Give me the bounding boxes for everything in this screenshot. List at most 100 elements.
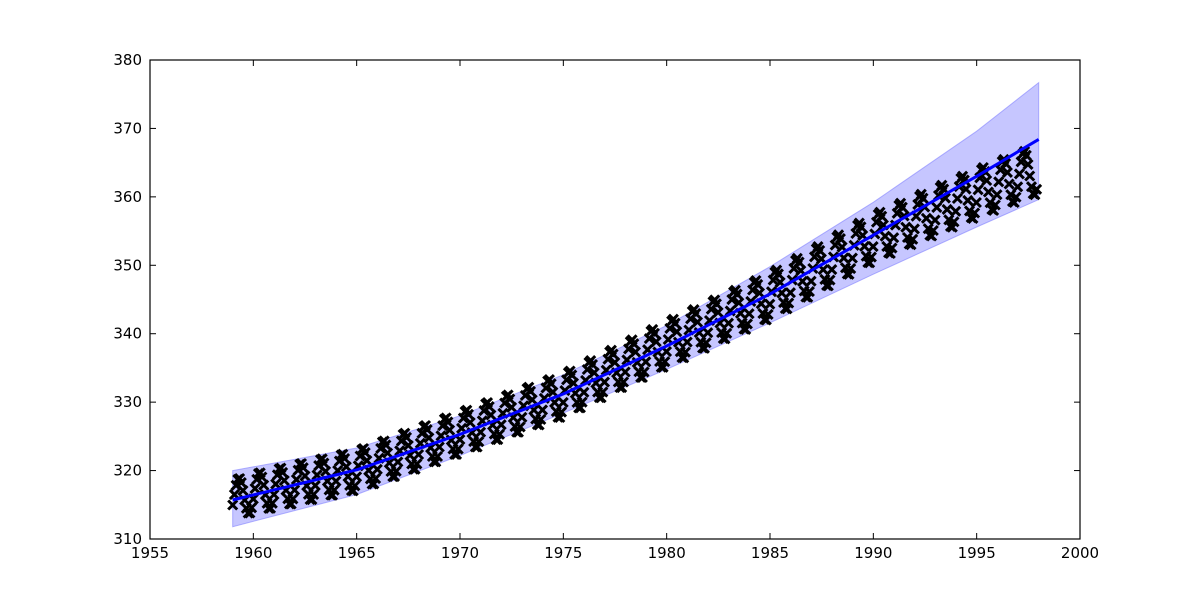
data-point [299,470,311,482]
data-point [442,416,454,428]
data-point [824,274,836,286]
fit-line-layer [232,138,1040,502]
data-point [1003,178,1015,190]
data-point [402,439,414,451]
data-point [619,366,631,378]
data-point [340,461,352,473]
data-point [586,358,599,371]
x-axis-ticks: 1955 1960 1965 1970 1975 1980 1985 1990 1995 2000 [131,60,1099,562]
data-point [731,288,743,300]
y-tick-label: 350 [113,256,142,274]
data-point [444,424,456,436]
data-point [783,297,795,309]
data-point [390,465,402,477]
data-point [607,348,619,360]
data-point [423,432,435,444]
data-point [567,377,580,389]
data-point [962,194,974,206]
data-point [516,411,528,423]
data-point [888,232,900,244]
data-point [297,462,309,474]
data-point [506,401,518,413]
data-point [452,443,464,455]
y-tick-label: 340 [113,325,142,343]
x-tick-label: 1975 [544,544,582,562]
data-point [969,207,981,219]
data-point [1022,158,1034,170]
data-point [359,447,371,459]
y-tick-label: 330 [113,393,142,411]
data-point [237,484,249,497]
data-point [270,478,282,490]
data-point [960,183,972,195]
data-point [900,221,912,233]
data-point [972,184,984,196]
data-point [982,186,994,198]
data-point [351,471,363,483]
x-tick-label: 1995 [958,544,996,562]
data-point [318,457,330,469]
data-point [855,221,867,233]
data-point [691,316,704,328]
data-point [1001,166,1013,178]
data-point [555,406,568,418]
data-point [576,396,588,408]
data-point [764,298,776,310]
data-point [941,203,953,215]
data-point [1012,181,1024,193]
data-point [421,424,433,436]
data-point [648,327,660,339]
data-point [504,393,516,405]
data-point [659,356,671,368]
data-point [246,502,258,514]
data-point [669,317,681,329]
axes [149,59,1081,540]
data-point [547,386,559,398]
data-point [308,488,320,501]
data-point [981,174,993,187]
data-point [908,223,920,235]
y-tick-label: 360 [113,188,142,206]
data-point [733,297,745,309]
data-point [671,326,683,338]
data-point [464,416,476,429]
data-point [920,212,932,224]
data-point [328,484,340,496]
data-point [1020,149,1032,161]
data-point [597,386,609,398]
data-point [483,401,495,413]
data-point [380,439,392,451]
data-point [896,201,908,213]
x-tick-label: 1955 [131,544,169,562]
data-point [679,346,691,358]
data-point [485,409,497,421]
data-point [628,338,640,350]
data-point [617,376,630,388]
data-point [277,466,289,478]
data-point [235,477,247,489]
data-point [1010,191,1022,203]
x-tick-label: 1970 [441,544,479,562]
data-point [339,452,351,465]
data-point [867,241,879,253]
data-point [784,287,796,299]
data-point [557,396,569,408]
data-point [826,264,838,276]
fit-line [232,138,1040,502]
y-tick-label: 370 [113,119,142,137]
data-point [721,327,733,339]
x-tick-label: 1985 [751,544,789,562]
data-point [462,408,475,420]
data-point [309,480,321,492]
data-point [320,465,332,477]
x-tick-label: 1990 [854,544,892,562]
plot-frame [149,59,1081,540]
data-point [879,230,891,242]
data-point [743,308,755,320]
data-point [588,367,600,379]
data-point [702,327,714,339]
data-point [514,421,526,433]
data-point [536,404,549,416]
